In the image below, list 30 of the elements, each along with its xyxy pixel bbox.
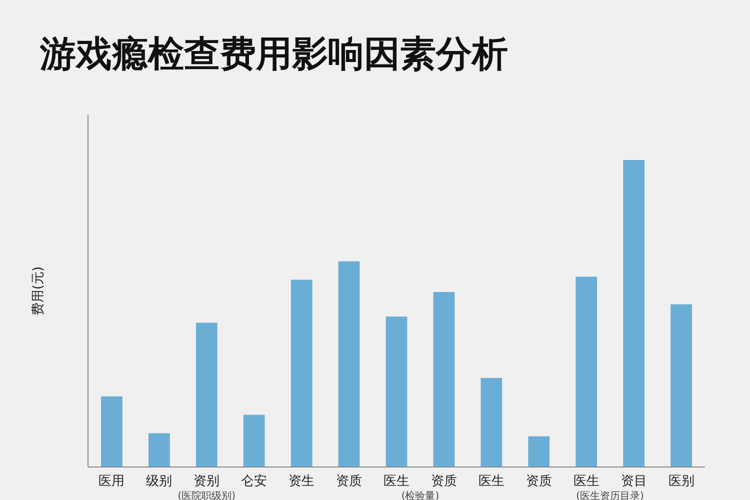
bar [338, 261, 360, 467]
x-tick-label: 资目 [620, 474, 647, 489]
x-tick-label: 仑安 [241, 473, 268, 489]
x-tick-label: 资质 [526, 474, 552, 489]
y-axis-title: 费用(元) [31, 266, 46, 316]
x-tick-label: 资质 [336, 474, 362, 489]
x-tick-label: 医别 [668, 474, 694, 489]
x-tick-label: 资生 [288, 474, 315, 489]
bar [386, 316, 408, 467]
bar [101, 396, 122, 467]
bar [670, 304, 692, 467]
x-tick-label: 资别 [194, 474, 220, 489]
x-tick-label: 资质 [430, 474, 457, 489]
bar [290, 280, 312, 467]
text: (医生资历目录) [576, 490, 644, 500]
bar [433, 292, 455, 467]
bar [480, 378, 502, 467]
bar [576, 276, 598, 467]
x-tick-label: 医生 [384, 474, 410, 489]
bar [623, 160, 644, 467]
bar [196, 322, 218, 467]
bar [528, 436, 550, 467]
x-tick-label: 医生 [478, 474, 504, 489]
bar [243, 414, 265, 467]
x-tick-label: 级别 [146, 474, 172, 489]
x-tick-label: 医生 [573, 474, 600, 489]
bar [148, 433, 170, 467]
x-tick-label: 医用 [98, 474, 125, 489]
chart-title: 游戏瘾检查费用影响因素分析 [39, 34, 508, 75]
text: (检验量) [401, 490, 440, 500]
